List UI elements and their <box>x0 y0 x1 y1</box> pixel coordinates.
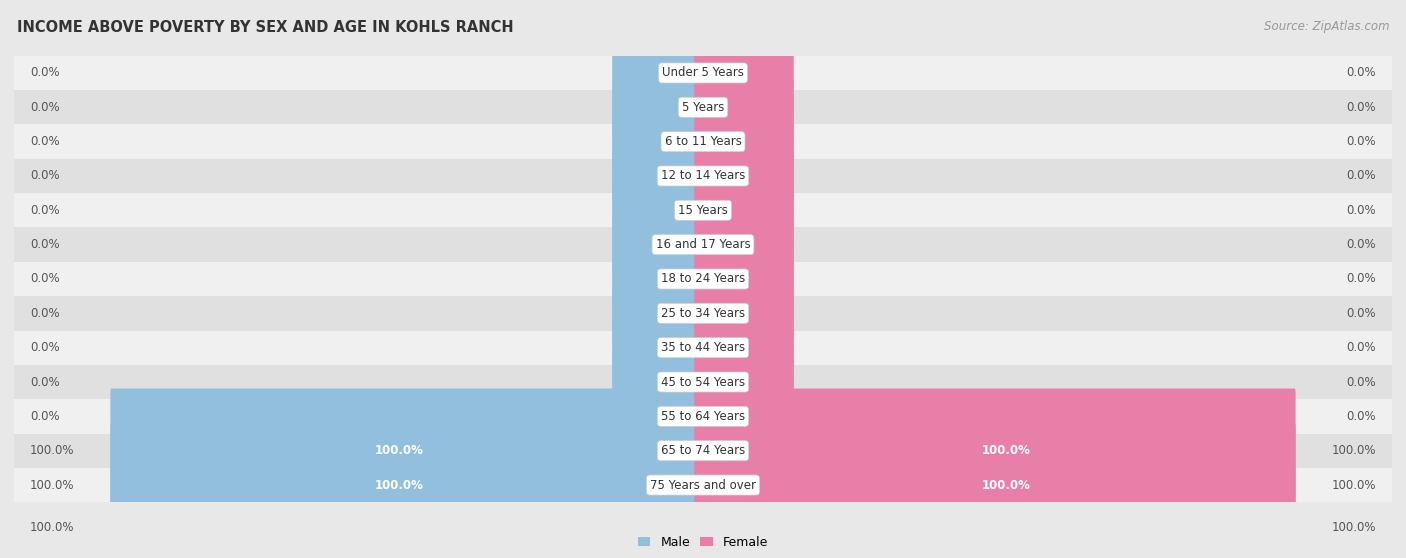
Text: 0.0%: 0.0% <box>1347 376 1376 388</box>
Text: 0.0%: 0.0% <box>1347 204 1376 217</box>
Text: 0.0%: 0.0% <box>1347 341 1376 354</box>
Text: 55 to 64 Years: 55 to 64 Years <box>661 410 745 423</box>
FancyBboxPatch shape <box>695 251 793 376</box>
Bar <box>14 399 1392 434</box>
FancyBboxPatch shape <box>695 114 793 238</box>
Text: 100.0%: 100.0% <box>1331 521 1376 534</box>
FancyBboxPatch shape <box>695 148 793 272</box>
Text: 0.0%: 0.0% <box>30 272 59 286</box>
Text: 100.0%: 100.0% <box>30 521 75 534</box>
FancyBboxPatch shape <box>695 45 793 170</box>
Legend: Male, Female: Male, Female <box>633 531 773 554</box>
FancyBboxPatch shape <box>613 114 711 238</box>
FancyBboxPatch shape <box>613 286 711 410</box>
Bar <box>14 228 1392 262</box>
FancyBboxPatch shape <box>613 79 711 204</box>
Text: 0.0%: 0.0% <box>30 376 59 388</box>
FancyBboxPatch shape <box>695 217 793 341</box>
Text: Source: ZipAtlas.com: Source: ZipAtlas.com <box>1264 20 1389 32</box>
FancyBboxPatch shape <box>613 251 711 376</box>
Text: 100.0%: 100.0% <box>1331 444 1376 457</box>
Text: 45 to 54 Years: 45 to 54 Years <box>661 376 745 388</box>
FancyBboxPatch shape <box>695 11 793 135</box>
Text: 15 Years: 15 Years <box>678 204 728 217</box>
Text: 0.0%: 0.0% <box>30 238 59 251</box>
FancyBboxPatch shape <box>111 423 711 547</box>
Bar <box>14 124 1392 159</box>
Bar <box>14 468 1392 502</box>
Text: 100.0%: 100.0% <box>375 479 423 492</box>
Text: INCOME ABOVE POVERTY BY SEX AND AGE IN KOHLS RANCH: INCOME ABOVE POVERTY BY SEX AND AGE IN K… <box>17 20 513 35</box>
Text: 100.0%: 100.0% <box>983 444 1031 457</box>
Bar <box>14 56 1392 90</box>
FancyBboxPatch shape <box>613 45 711 170</box>
FancyBboxPatch shape <box>695 286 793 410</box>
FancyBboxPatch shape <box>695 354 793 479</box>
FancyBboxPatch shape <box>695 388 1295 513</box>
Text: 0.0%: 0.0% <box>1347 170 1376 182</box>
Text: 0.0%: 0.0% <box>30 341 59 354</box>
Text: 100.0%: 100.0% <box>1331 479 1376 492</box>
Text: 6 to 11 Years: 6 to 11 Years <box>665 135 741 148</box>
FancyBboxPatch shape <box>695 79 793 204</box>
Bar <box>14 159 1392 193</box>
Text: 0.0%: 0.0% <box>1347 101 1376 114</box>
FancyBboxPatch shape <box>613 320 711 444</box>
Text: 0.0%: 0.0% <box>30 307 59 320</box>
Text: 0.0%: 0.0% <box>30 204 59 217</box>
Text: 16 and 17 Years: 16 and 17 Years <box>655 238 751 251</box>
Text: 65 to 74 Years: 65 to 74 Years <box>661 444 745 457</box>
FancyBboxPatch shape <box>613 148 711 272</box>
FancyBboxPatch shape <box>613 354 711 479</box>
Text: 0.0%: 0.0% <box>1347 307 1376 320</box>
Text: 100.0%: 100.0% <box>30 444 75 457</box>
Bar <box>14 193 1392 228</box>
Text: 0.0%: 0.0% <box>30 135 59 148</box>
Text: 18 to 24 Years: 18 to 24 Years <box>661 272 745 286</box>
FancyBboxPatch shape <box>613 217 711 341</box>
Text: 0.0%: 0.0% <box>30 101 59 114</box>
Text: 0.0%: 0.0% <box>30 66 59 79</box>
Bar <box>14 365 1392 399</box>
Text: 0.0%: 0.0% <box>1347 410 1376 423</box>
Text: 0.0%: 0.0% <box>1347 135 1376 148</box>
Text: 75 Years and over: 75 Years and over <box>650 479 756 492</box>
Text: 5 Years: 5 Years <box>682 101 724 114</box>
Bar <box>14 330 1392 365</box>
Text: 0.0%: 0.0% <box>1347 66 1376 79</box>
Text: 12 to 14 Years: 12 to 14 Years <box>661 170 745 182</box>
FancyBboxPatch shape <box>695 423 1295 547</box>
Text: 100.0%: 100.0% <box>30 479 75 492</box>
FancyBboxPatch shape <box>695 320 793 444</box>
Bar <box>14 262 1392 296</box>
Text: 0.0%: 0.0% <box>1347 238 1376 251</box>
Bar <box>14 90 1392 124</box>
FancyBboxPatch shape <box>613 11 711 135</box>
Text: 100.0%: 100.0% <box>375 444 423 457</box>
FancyBboxPatch shape <box>695 182 793 307</box>
Bar <box>14 296 1392 330</box>
Text: 25 to 34 Years: 25 to 34 Years <box>661 307 745 320</box>
Text: 0.0%: 0.0% <box>30 410 59 423</box>
FancyBboxPatch shape <box>613 182 711 307</box>
FancyBboxPatch shape <box>111 388 711 513</box>
Text: 0.0%: 0.0% <box>30 170 59 182</box>
Text: 100.0%: 100.0% <box>983 479 1031 492</box>
Text: Under 5 Years: Under 5 Years <box>662 66 744 79</box>
Bar <box>14 434 1392 468</box>
Text: 35 to 44 Years: 35 to 44 Years <box>661 341 745 354</box>
Text: 0.0%: 0.0% <box>1347 272 1376 286</box>
